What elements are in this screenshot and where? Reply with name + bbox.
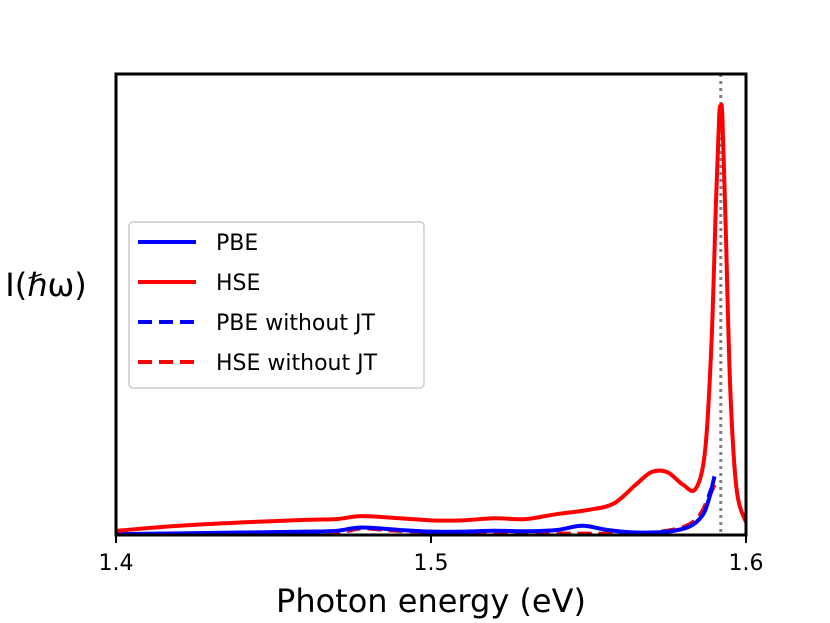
x-tick-label: 1.5 (414, 551, 449, 576)
series-line-hse-without-jt (116, 483, 717, 535)
x-ticks: 1.4 1.5 1.6 (99, 535, 764, 576)
x-tick-label: 1.6 (729, 551, 764, 576)
x-tick-label: 1.4 (99, 551, 134, 576)
series-layer (116, 74, 746, 535)
legend-label-pbe-without-jt: PBE without JT (216, 311, 375, 336)
legend-label-pbe: PBE (216, 231, 258, 256)
series-line-hse (116, 102, 746, 533)
x-axis-label: Photon energy (eV) (276, 582, 586, 620)
y-axis-label: I(ℏω) (5, 266, 86, 304)
legend-label-hse: HSE (216, 271, 260, 296)
legend-label-hse-without-jt: HSE without JT (216, 351, 378, 376)
series-line-pbe (116, 475, 717, 535)
legend-box (128, 221, 425, 389)
legend: PBE HSE PBE without JT HSE without JT (128, 221, 425, 389)
